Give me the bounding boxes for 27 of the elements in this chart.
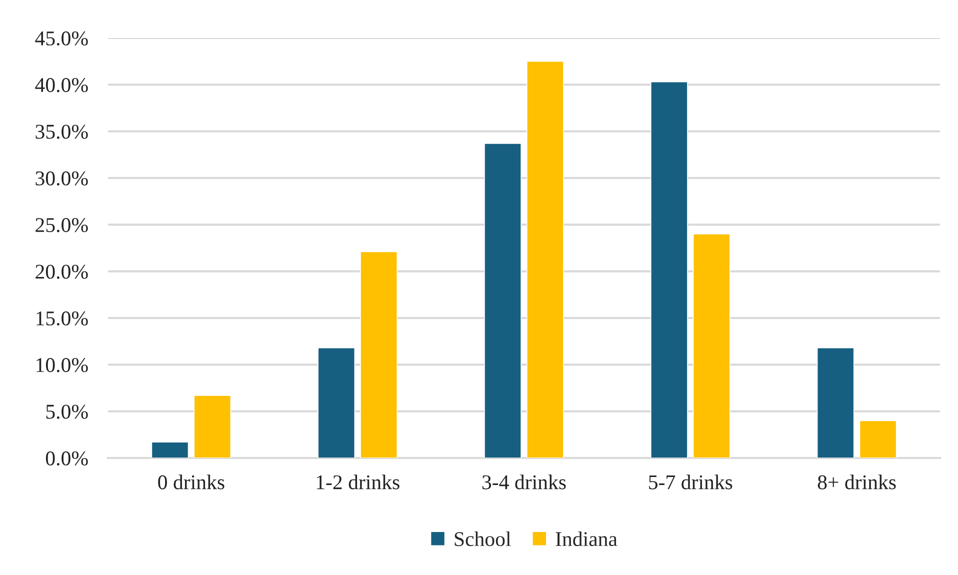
bar <box>816 347 854 458</box>
y-tick-label: 25.0% <box>36 218 88 232</box>
bar <box>360 251 398 458</box>
legend-label: School <box>454 531 511 546</box>
y-tick-label: 35.0% <box>36 124 88 139</box>
y-tick-label: 20.0% <box>36 264 88 279</box>
bar <box>692 234 730 458</box>
bar <box>151 442 189 458</box>
bar <box>318 347 356 458</box>
x-tick-label: 1-2 drinks <box>316 474 400 490</box>
legend-label: Indiana <box>556 531 618 546</box>
y-tick-label: 30.0% <box>36 171 88 186</box>
bar <box>859 420 897 458</box>
y-tick-label: 10.0% <box>36 358 88 372</box>
bar <box>650 81 688 458</box>
bar <box>484 143 522 458</box>
x-tick-label: 8+ drinks <box>818 474 896 490</box>
x-tick-label: 3-4 drinks <box>482 474 566 490</box>
x-tick-label: 5-7 drinks <box>649 474 732 490</box>
y-tick-label: 5.0% <box>46 404 88 419</box>
y-tick-label: 45.0% <box>35 31 88 46</box>
bar <box>194 395 232 458</box>
y-tick-label: 0.0% <box>46 451 88 466</box>
y-tick-label: 15.0% <box>36 311 88 326</box>
y-tick-label: 40.0% <box>35 78 88 92</box>
x-tick-label: 0 drinks <box>158 474 224 490</box>
bar <box>526 60 564 458</box>
